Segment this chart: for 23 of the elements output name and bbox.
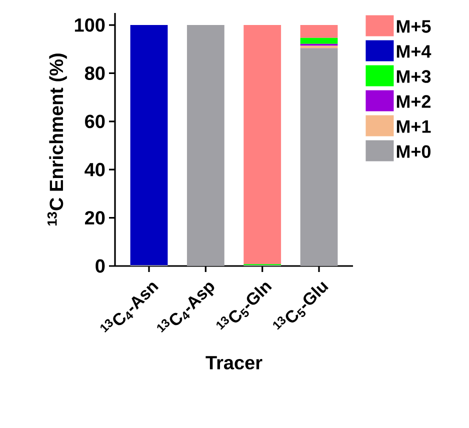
y-tick-label: 0 [96, 259, 105, 273]
bar [244, 25, 282, 264]
bar [186, 25, 224, 266]
legend-label: M+0 [396, 145, 430, 158]
y-tick-label: 20 [84, 211, 105, 225]
y-tick-label: 100 [74, 18, 105, 32]
legend-label: M+4 [396, 45, 432, 58]
y-tick-label: 40 [84, 162, 105, 176]
bar [300, 48, 338, 266]
bar [300, 25, 338, 38]
legend-label: M+1 [396, 120, 431, 133]
legend-label: M+3 [396, 70, 431, 83]
legend-label: M+2 [396, 95, 430, 108]
x-tick-label: $^{13}$C$_{5}$-Gln [216, 282, 272, 330]
x-tick-label: $^{13}$C$_{4}$-Asp [157, 282, 214, 332]
bar [130, 25, 168, 266]
y-tick-label: 60 [85, 114, 105, 128]
y-tick-label: 80 [84, 66, 105, 80]
legend-label: M+5 [396, 20, 431, 33]
y-axis-title: $^{13}$C Enrichment (%) [47, 54, 67, 226]
bar [300, 38, 338, 44]
x-axis-title: Tracer [206, 356, 262, 370]
x-tick-label: $^{13}$C$_{5}$-Glu [273, 282, 329, 330]
